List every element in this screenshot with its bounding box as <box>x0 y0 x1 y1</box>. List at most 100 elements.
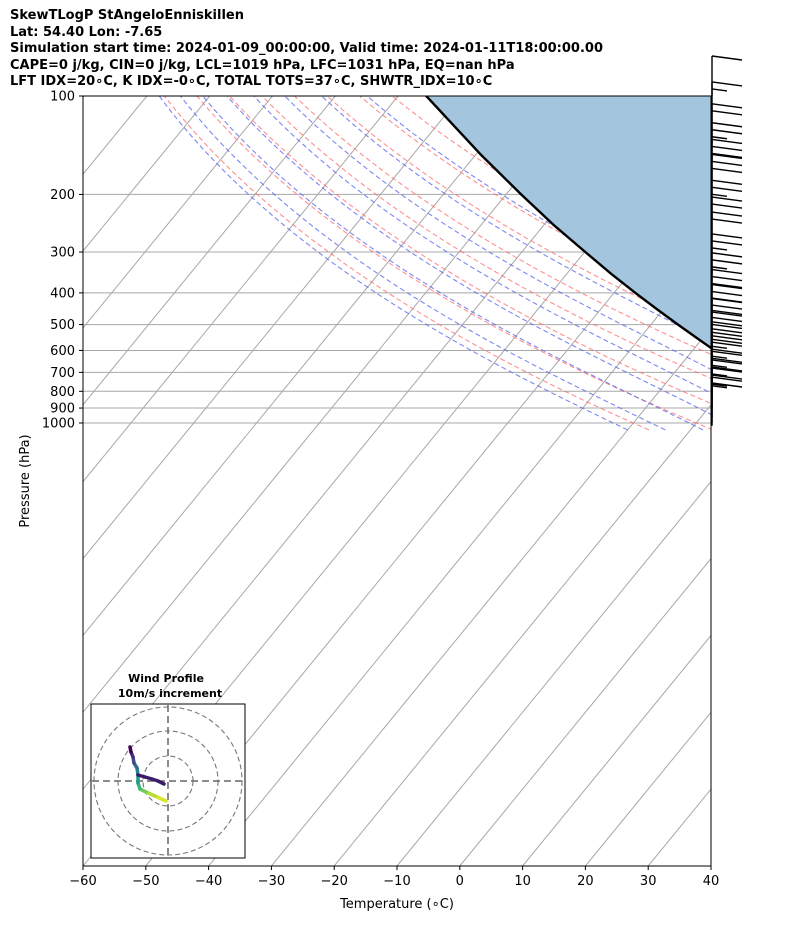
wind-barb-flag <box>711 331 743 338</box>
dry-adiabat-line <box>163 96 650 431</box>
wind-barb-flag <box>711 203 743 209</box>
station-location: Lat: 54.40 Lon: -7.65 <box>10 24 163 40</box>
hodograph-trace <box>92 705 244 857</box>
wind-barb-flag <box>711 196 743 202</box>
stability-parameters: CAPE=0 j/kg, CIN=0 j/kg, LCL=1019 hPa, L… <box>10 57 515 73</box>
y-tick-label: 700 <box>50 366 75 381</box>
wind-barb <box>711 81 743 122</box>
wind-barb-flag <box>711 335 743 341</box>
hodograph-segment <box>128 745 133 754</box>
wind-barb-flag <box>711 152 743 159</box>
wind-barb-flag <box>711 211 743 217</box>
x-tick-label: 10 <box>514 874 531 889</box>
x-tick-label: 40 <box>703 874 720 889</box>
y-tick-label: 100 <box>50 90 75 105</box>
wind-barb-flag <box>711 268 743 275</box>
parcel-profile-line <box>425 96 711 350</box>
wind-barb-halfflag <box>711 345 728 350</box>
wind-barb-flag <box>711 145 743 152</box>
y-tick-label: 200 <box>50 188 75 203</box>
wind-barb-flag <box>711 309 743 316</box>
wind-barb-flag <box>711 103 743 109</box>
wind-barb-flag <box>711 328 743 334</box>
hodograph-inset: Wind Profile 10m/s increment <box>90 672 246 859</box>
wind-barb-flag <box>711 323 743 330</box>
isotherm-line <box>83 96 462 560</box>
wind-barb-flag <box>711 110 743 116</box>
wind-barb-flag <box>711 167 743 174</box>
isotherm-line <box>710 865 711 866</box>
wind-barb-flag <box>711 297 743 304</box>
wind-barb-halfflag <box>711 355 728 359</box>
wind-barb-flag <box>711 367 743 373</box>
x-axis-label: Temperature (∘C) <box>339 897 454 912</box>
isotherm-line <box>83 96 336 406</box>
wind-barb-flag <box>711 55 743 61</box>
moist-adiabat-line <box>158 96 628 431</box>
wind-barb-flag <box>711 311 743 317</box>
wind-barb <box>711 55 743 96</box>
x-tick-label: −60 <box>69 874 96 889</box>
isotherm-line <box>83 96 85 99</box>
y-tick-label: 300 <box>50 246 75 261</box>
isotherm-line <box>585 711 711 866</box>
wind-barb-flag <box>711 275 743 282</box>
chart-header: SkewTLogP StAngeloEnniskillen Lat: 54.40… <box>10 8 603 91</box>
hodograph-title: Wind Profile <box>128 672 204 685</box>
y-axis-label: Pressure (hPa) <box>18 434 33 527</box>
wind-barb <box>711 211 743 253</box>
wind-barb-halfflag <box>711 383 728 387</box>
moist-adiabat-line <box>762 96 794 430</box>
chart-title: SkewTLogP StAngeloEnniskillen <box>10 8 244 23</box>
wind-barb <box>711 196 743 238</box>
wind-barb-flag <box>711 283 743 290</box>
wind-barb-flag <box>711 252 743 258</box>
x-tick-label: 0 <box>456 874 464 889</box>
y-tick-label: 600 <box>50 344 75 359</box>
moist-adiabat-line <box>202 96 704 431</box>
dry-adiabat-line <box>261 96 711 380</box>
wind-barb-flag <box>711 338 743 345</box>
wind-barb <box>711 138 743 180</box>
moist-adiabat-line <box>179 96 666 431</box>
x-axis: −60 −50 −40 −30 −20 −10 0 10 20 30 40 <box>69 866 719 889</box>
wind-barb <box>711 385 728 426</box>
isotherm-line <box>333 404 711 866</box>
cape-cin-shading <box>426 96 711 348</box>
profile-lines <box>425 96 711 350</box>
wind-barb-flag <box>711 304 743 310</box>
hodograph-segment <box>156 779 166 786</box>
isotherm-line <box>83 96 525 637</box>
x-tick-label: −20 <box>320 874 347 889</box>
wind-barb-flag <box>711 240 743 246</box>
wind-barb-flag <box>711 374 743 380</box>
dry-adiabat-line <box>359 96 711 309</box>
wind-barb-halfflag <box>711 88 728 92</box>
cin-area <box>426 96 711 348</box>
index-parameters: LFT IDX=20∘C, K IDX=-0∘C, TOTAL TOTS=37∘… <box>10 74 493 89</box>
wind-barb-halfflag <box>711 136 728 140</box>
moist-adiabat-line <box>284 96 711 371</box>
x-tick-label: 30 <box>640 874 657 889</box>
moist-adiabat-line <box>226 96 711 416</box>
y-tick-label: 500 <box>50 318 75 333</box>
wind-barb-halfflag <box>711 193 728 198</box>
isotherm-line <box>83 96 273 329</box>
dry-adiabat-line <box>196 96 711 430</box>
wind-barb-flag <box>711 160 743 167</box>
y-tick-label: 800 <box>50 385 75 400</box>
wind-barb-flag <box>711 179 743 186</box>
dry-adiabat-line <box>750 96 794 430</box>
x-tick-label: −40 <box>195 874 222 889</box>
hodograph-subtitle: 10m/s increment <box>118 687 222 700</box>
wind-barb-halfflag <box>711 266 728 270</box>
y-tick-label: 1000 <box>42 417 75 432</box>
wind-barb-halfflag <box>711 385 728 389</box>
isotherm-line <box>459 557 711 866</box>
x-tick-label: 20 <box>577 874 594 889</box>
x-tick-label: −30 <box>258 874 285 889</box>
wind-barb-flag <box>711 290 743 297</box>
wind-barb-flag <box>711 122 743 128</box>
